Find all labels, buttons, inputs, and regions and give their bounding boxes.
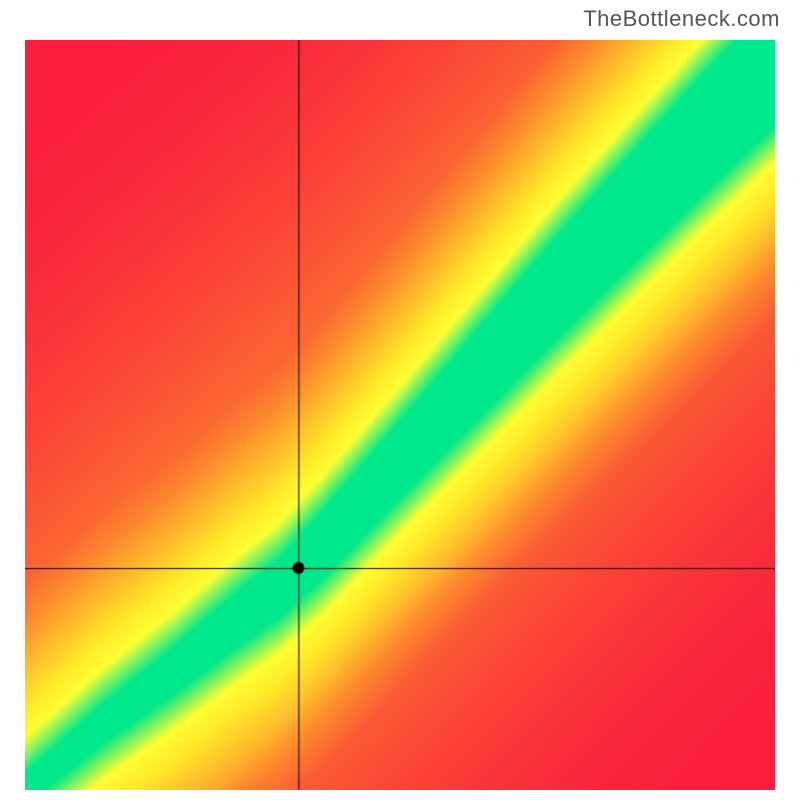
chart-container: TheBottleneck.com [0, 0, 800, 800]
bottleneck-heatmap [25, 40, 775, 790]
watermark-text: TheBottleneck.com [583, 6, 780, 32]
